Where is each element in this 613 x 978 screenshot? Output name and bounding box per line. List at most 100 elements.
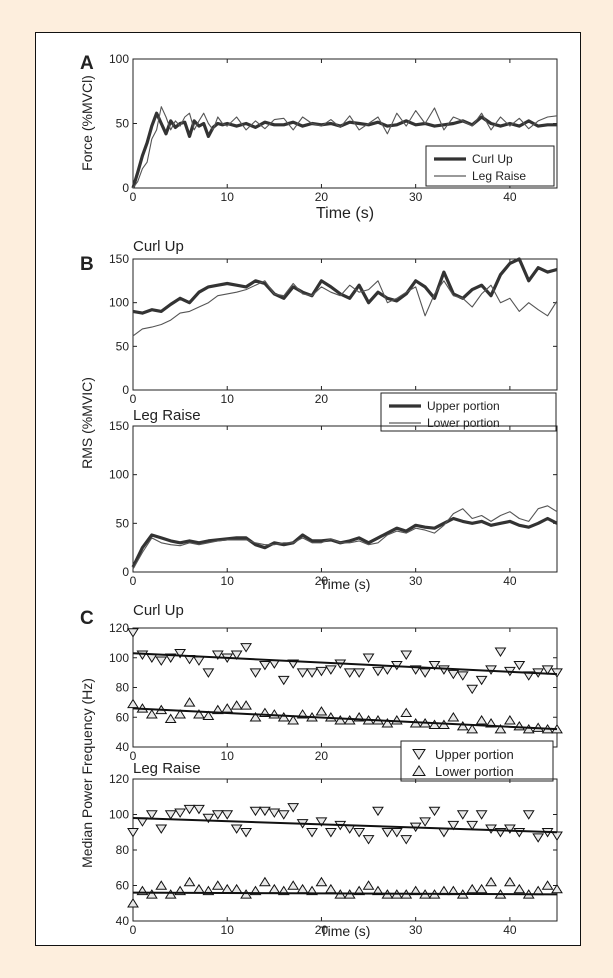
y-tick-label: 40 — [116, 914, 130, 928]
data-point-lower — [381, 718, 394, 728]
x-tick-label: 0 — [130, 392, 137, 406]
series-line-upper-portion — [131, 516, 558, 568]
x-tick-label: 10 — [221, 749, 235, 763]
data-point-lower — [230, 700, 243, 710]
legend-label: Lower portion — [427, 416, 500, 430]
data-point-lower — [193, 709, 205, 719]
data-point-lower — [324, 883, 337, 894]
data-point-lower — [259, 876, 271, 887]
legend-marker — [412, 764, 426, 776]
x-tick-label: 20 — [315, 392, 329, 406]
data-point-upper — [230, 824, 243, 834]
data-point-upper — [315, 666, 328, 677]
series-line-upper-portion — [132, 257, 558, 315]
data-point-lower — [503, 715, 516, 725]
data-point-upper — [419, 817, 431, 827]
data-point-lower — [268, 709, 281, 719]
data-point-upper — [259, 660, 271, 671]
series-line-leg-raise — [132, 106, 558, 189]
data-point-lower — [221, 703, 234, 713]
data-point-upper — [277, 810, 290, 820]
x-tick-label: 10 — [221, 923, 235, 937]
y-tick-label: 100 — [109, 808, 129, 822]
data-point-upper — [324, 665, 337, 675]
data-point-upper — [381, 828, 394, 838]
y-tick-label: 50 — [116, 516, 130, 530]
data-point-upper — [193, 656, 205, 666]
data-point-lower — [268, 883, 281, 894]
data-point-lower — [513, 720, 526, 731]
data-point-upper — [127, 628, 139, 638]
plot-area-4 — [132, 778, 558, 922]
data-point-upper — [485, 824, 497, 834]
y-axis-label: RMS (%MVIC) — [79, 377, 95, 469]
y-tick-label: 50 — [116, 339, 130, 353]
trend-line-upper — [132, 652, 558, 676]
legend-marker — [412, 749, 426, 761]
data-point-upper — [315, 817, 328, 827]
y-tick-label: 80 — [116, 843, 130, 857]
data-point-upper — [475, 675, 488, 686]
data-point-upper — [541, 665, 554, 675]
x-tick-label: 20 — [315, 574, 329, 588]
x-tick-label: 0 — [130, 574, 137, 588]
figure-frame: 0 10 20 30 40 0 50 100 A Force (%MVCl) Time (s) Cur… — [35, 32, 581, 946]
x-axis-label: Time (s) — [320, 576, 371, 592]
data-point-lower — [400, 707, 413, 718]
data-point-lower — [145, 709, 158, 719]
data-point-upper — [287, 803, 300, 813]
data-point-upper — [155, 824, 168, 834]
data-point-upper — [400, 835, 413, 845]
y-tick-label: 0 — [122, 565, 129, 579]
data-point-upper — [221, 810, 234, 820]
data-point-upper — [456, 671, 469, 681]
legend-box — [380, 392, 557, 432]
data-point-upper — [522, 810, 535, 820]
panel-subtitle: Leg Raise — [133, 407, 201, 424]
data-point-lower — [127, 898, 139, 908]
data-point-upper — [174, 649, 187, 659]
data-point-upper — [532, 833, 545, 843]
data-point-lower — [240, 889, 252, 899]
data-point-upper — [240, 828, 252, 838]
x-tick-label: 0 — [130, 749, 137, 763]
y-tick-label: 60 — [116, 710, 130, 724]
data-point-upper — [343, 668, 356, 678]
series-line-lower-portion — [132, 280, 558, 337]
data-point-upper — [277, 675, 290, 686]
y-axis-label: Force (%MVCl) — [79, 75, 95, 171]
data-point-upper — [145, 810, 158, 820]
data-point-upper — [306, 828, 318, 838]
y-tick-label: 80 — [116, 681, 130, 695]
data-point-lower — [503, 876, 516, 887]
data-point-lower — [164, 889, 177, 899]
x-tick-label: 40 — [503, 923, 517, 937]
legend-box — [425, 145, 555, 187]
data-point-upper — [353, 668, 366, 678]
data-point-lower — [183, 697, 196, 707]
data-point-upper — [447, 820, 460, 831]
data-point-lower — [287, 715, 300, 725]
data-point-upper — [306, 668, 318, 678]
y-tick-label: 120 — [109, 772, 129, 786]
x-tick-label: 0 — [130, 923, 137, 937]
data-point-lower — [155, 880, 168, 890]
data-point-lower — [466, 723, 479, 734]
data-point-lower — [193, 883, 205, 894]
data-point-lower — [277, 712, 290, 722]
data-point-upper — [174, 808, 187, 818]
y-tick-label: 0 — [122, 383, 129, 397]
data-point-upper — [259, 806, 271, 817]
y-tick-label: 100 — [109, 651, 129, 665]
data-point-lower — [390, 715, 403, 725]
y-tick-label: 150 — [109, 419, 129, 433]
data-point-upper — [362, 653, 375, 663]
y-tick-label: 100 — [109, 52, 129, 66]
x-axis-label: Time (s) — [320, 923, 371, 939]
x-tick-label: 10 — [221, 392, 235, 406]
data-point-upper — [447, 669, 460, 680]
panel-letter: A — [80, 53, 94, 74]
data-point-lower — [221, 883, 234, 894]
y-axis-label: Median Power Frequency (Hz) — [79, 678, 95, 868]
data-point-lower — [174, 709, 187, 719]
